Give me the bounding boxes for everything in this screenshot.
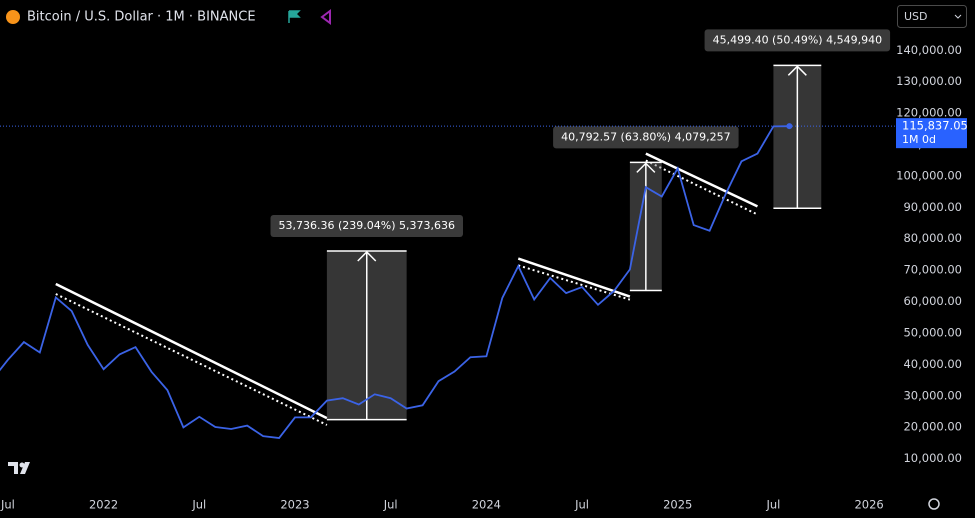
x-tick-label: Jul bbox=[0, 498, 15, 512]
y-tick-label: 100,000.00 bbox=[896, 168, 962, 182]
x-tick-label: Jul bbox=[574, 498, 589, 512]
settings-icon[interactable] bbox=[928, 498, 940, 510]
measure-label: 45,499.40 (50.49%) 4,549,940 bbox=[713, 33, 883, 46]
y-tick-label: 10,000.00 bbox=[903, 451, 962, 465]
measure-label-box bbox=[270, 214, 464, 237]
measure-arrow bbox=[787, 65, 807, 209]
x-tick-label: 2024 bbox=[472, 498, 501, 512]
y-tick-label: 120,000.00 bbox=[896, 106, 962, 120]
y-tick-label: 140,000.00 bbox=[896, 43, 962, 57]
currency[interactable]: USD bbox=[904, 10, 928, 23]
coin-icon bbox=[6, 10, 20, 24]
y-tick-label: 70,000.00 bbox=[903, 263, 962, 277]
trendline bbox=[55, 293, 328, 426]
measure-label-box bbox=[704, 29, 891, 52]
x-tick-label: Jul bbox=[191, 498, 206, 512]
countdown: 1M 0d bbox=[902, 133, 936, 146]
currency-box[interactable] bbox=[897, 5, 967, 28]
x-tick-label: Jul bbox=[765, 498, 780, 512]
y-tick-label: 30,000.00 bbox=[903, 388, 962, 402]
last-price-box bbox=[896, 118, 967, 149]
x-tick-label: 2026 bbox=[854, 498, 883, 512]
chevron bbox=[954, 14, 962, 19]
flag-icon[interactable] bbox=[288, 10, 301, 23]
last-price-label: 115,837.05 bbox=[902, 119, 968, 133]
measure-arrow bbox=[357, 250, 377, 420]
x-tick-label: 2023 bbox=[280, 498, 309, 512]
measure-label: 40,792.57 (63.80%) 4,079,257 bbox=[561, 130, 731, 143]
y-tick-label: 90,000.00 bbox=[903, 200, 962, 214]
header: Bitcoin / U.S. Dollar · 1M · BINANCE bbox=[6, 9, 331, 25]
measure-arrow bbox=[636, 162, 656, 291]
measure-label: 53,736.36 (239.04%) 5,373,636 bbox=[279, 219, 455, 232]
y-tick-label: 130,000.00 bbox=[896, 74, 962, 88]
x-tick-label: 2022 bbox=[89, 498, 118, 512]
x-tick-label: Jul bbox=[383, 498, 398, 512]
price-line bbox=[0, 125, 790, 439]
y-tick-label: 50,000.00 bbox=[903, 325, 962, 339]
y-tick-label: 40,000.00 bbox=[903, 357, 962, 371]
trendline bbox=[645, 152, 759, 208]
chart-title[interactable]: Bitcoin / U.S. Dollar · 1M · BINANCE bbox=[27, 10, 256, 25]
alert-icon[interactable] bbox=[320, 9, 331, 25]
x-tick-label: 2025 bbox=[663, 498, 692, 512]
tv-logo bbox=[8, 462, 30, 474]
y-tick-label: 20,000.00 bbox=[903, 420, 962, 434]
y-tick-label: 60,000.00 bbox=[903, 294, 962, 308]
trendline bbox=[645, 159, 758, 216]
last-point bbox=[786, 123, 793, 130]
trendline bbox=[55, 282, 328, 420]
y-tick-label: 80,000.00 bbox=[903, 231, 962, 245]
measure-label-box bbox=[553, 126, 739, 149]
axes: 10,000.00 20,000.00 30,000.00 40,000.00 50,0… bbox=[0, 43, 962, 512]
currency-select[interactable]: USD bbox=[897, 5, 967, 28]
plot-area bbox=[0, 64, 822, 439]
trendline bbox=[517, 257, 631, 298]
